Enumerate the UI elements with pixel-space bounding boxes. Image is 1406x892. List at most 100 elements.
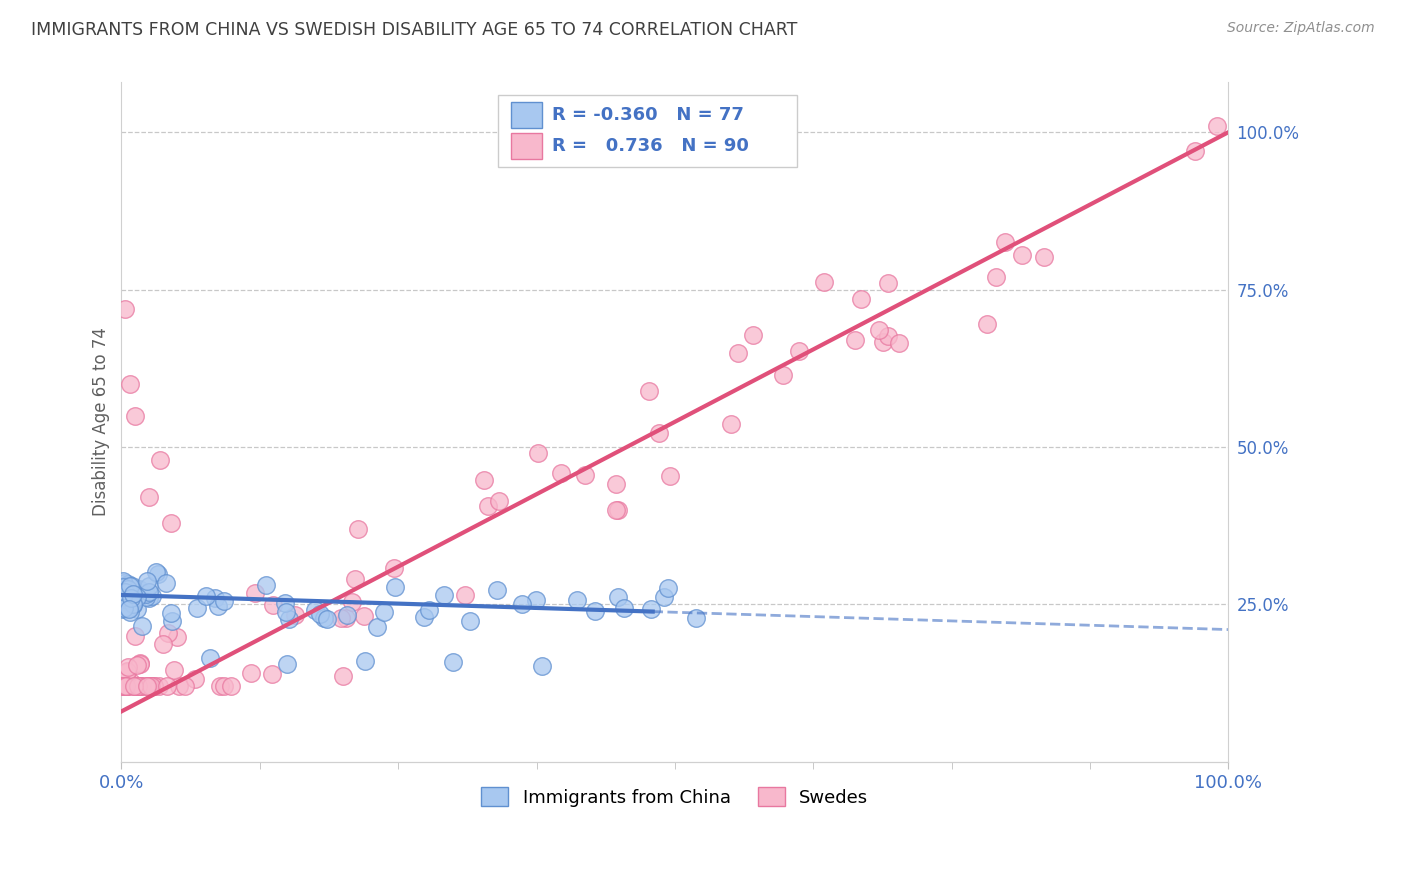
Point: [984, 270, 1007, 285]
Point: [118, 596, 141, 610]
Point: [607, 503, 630, 517]
Point: [131, 585, 153, 599]
Point: [605, 477, 627, 491]
Point: [114, 679, 136, 693]
Point: [122, 598, 145, 612]
Point: [160, 516, 183, 530]
Point: [135, 590, 157, 604]
Point: [111, 679, 134, 693]
Point: [141, 589, 163, 603]
Point: [354, 654, 377, 668]
Point: [186, 601, 208, 615]
Point: [254, 578, 277, 592]
Point: [121, 594, 143, 608]
Point: [145, 566, 167, 580]
Point: [155, 576, 177, 591]
Point: [112, 679, 135, 693]
Point: [889, 335, 911, 350]
Point: [112, 592, 135, 607]
Point: [115, 679, 138, 693]
Point: [128, 679, 150, 693]
Point: [613, 601, 636, 615]
Point: [208, 679, 231, 693]
Point: [114, 585, 136, 599]
Point: [640, 602, 662, 616]
Point: [284, 607, 307, 622]
Text: IMMIGRANTS FROM CHINA VS SWEDISH DISABILITY AGE 65 TO 74 CORRELATION CHART: IMMIGRANTS FROM CHINA VS SWEDISH DISABIL…: [31, 21, 797, 39]
Point: [314, 611, 336, 625]
Y-axis label: Disability Age 65 to 74: Disability Age 65 to 74: [93, 327, 110, 516]
Point: [727, 346, 749, 360]
Point: [720, 417, 742, 432]
Point: [122, 679, 145, 693]
Point: [787, 344, 810, 359]
Point: [366, 620, 388, 634]
Point: [212, 679, 235, 693]
Point: [136, 679, 159, 693]
Point: [276, 657, 298, 672]
FancyBboxPatch shape: [510, 133, 543, 159]
Point: [531, 659, 554, 673]
Point: [994, 235, 1017, 249]
Point: [658, 469, 681, 483]
Point: [657, 581, 679, 595]
Point: [138, 491, 160, 505]
Point: [114, 301, 136, 316]
Point: [122, 679, 145, 693]
Point: [111, 602, 134, 616]
Point: [121, 579, 143, 593]
Point: [112, 679, 135, 693]
Point: [117, 577, 139, 591]
Point: [976, 317, 998, 331]
Point: [510, 597, 533, 611]
Point: [877, 276, 900, 290]
Point: [477, 499, 499, 513]
Point: [524, 592, 547, 607]
Point: [485, 582, 508, 597]
Point: [169, 679, 191, 693]
Point: [652, 590, 675, 604]
Point: [382, 560, 405, 574]
Point: [198, 651, 221, 665]
Point: [527, 446, 550, 460]
Point: [550, 467, 572, 481]
Point: [118, 601, 141, 615]
Point: [143, 679, 166, 693]
Point: [343, 572, 366, 586]
Point: [141, 679, 163, 693]
Point: [125, 679, 148, 693]
Point: [166, 631, 188, 645]
Point: [112, 576, 135, 591]
Point: [128, 582, 150, 596]
FancyBboxPatch shape: [498, 95, 797, 167]
Point: [309, 607, 332, 622]
Point: [1011, 248, 1033, 262]
Point: [135, 587, 157, 601]
Point: [872, 335, 894, 350]
Point: [1206, 119, 1229, 133]
Point: [772, 368, 794, 382]
Point: [117, 664, 139, 678]
Point: [111, 591, 134, 605]
Point: [156, 679, 179, 693]
Point: [332, 669, 354, 683]
Point: [585, 604, 607, 618]
Point: [117, 582, 139, 596]
Point: [347, 522, 370, 536]
Point: [139, 679, 162, 693]
Point: [316, 612, 339, 626]
Point: [120, 605, 142, 619]
Point: [174, 679, 197, 693]
Point: [135, 679, 157, 693]
Point: [128, 657, 150, 671]
Point: [868, 323, 890, 337]
Point: [125, 590, 148, 604]
Point: [239, 666, 262, 681]
Point: [122, 597, 145, 611]
FancyBboxPatch shape: [510, 103, 543, 128]
Point: [127, 658, 149, 673]
Point: [114, 679, 136, 693]
Point: [184, 672, 207, 686]
Point: [276, 605, 298, 619]
Point: [458, 615, 481, 629]
